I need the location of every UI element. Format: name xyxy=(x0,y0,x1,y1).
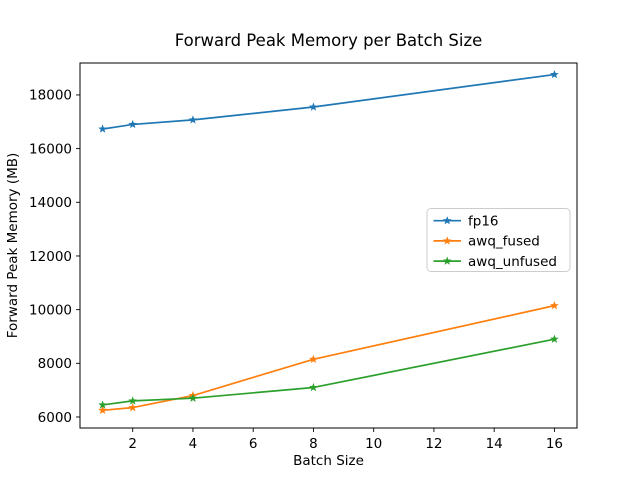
marker-awq_fused-x2 xyxy=(128,403,138,412)
y-axis-label: Forward Peak Memory (MB) xyxy=(5,153,21,339)
y-tick-label: 6000 xyxy=(38,410,72,426)
y-tick-label: 16000 xyxy=(29,141,72,157)
chart-title: Forward Peak Memory per Batch Size xyxy=(175,31,483,50)
y-tick-label: 18000 xyxy=(29,88,72,104)
legend-label-fp16: fp16 xyxy=(468,214,499,230)
x-tick-label: 2 xyxy=(128,436,137,452)
x-tick-label: 16 xyxy=(546,436,563,452)
legend-marker-awq_fused xyxy=(442,236,452,245)
y-tick-label: 14000 xyxy=(29,195,72,211)
marker-awq_unfused-x8 xyxy=(309,382,318,392)
x-tick-label: 4 xyxy=(189,436,198,452)
marker-awq_fused-x1 xyxy=(98,405,107,415)
series-line-awq_fused xyxy=(101,304,556,412)
legend-label-awq_fused: awq_fused xyxy=(468,234,540,250)
x-tick-label: 10 xyxy=(365,436,382,452)
legend-marker-fp16 xyxy=(442,216,452,225)
x-tick-label: 12 xyxy=(425,436,442,452)
x-tick-label: 14 xyxy=(486,436,503,452)
marker-fp16-x16 xyxy=(550,69,559,79)
series-line-fp16 xyxy=(101,73,556,130)
marker-awq_unfused-x1 xyxy=(98,400,107,409)
y-tick-label: 10000 xyxy=(29,302,72,318)
marker-fp16-x1 xyxy=(98,124,107,133)
marker-awq_unfused-x2 xyxy=(128,396,138,405)
legend-marker-awq_unfused xyxy=(442,256,452,265)
marker-fp16-x4 xyxy=(188,115,198,124)
legend-label-awq_unfused: awq_unfused xyxy=(468,254,557,270)
plot-frame xyxy=(79,62,578,429)
x-tick-label: 8 xyxy=(309,436,318,452)
marker-awq_fused-x16 xyxy=(550,301,559,310)
marker-fp16-x2 xyxy=(128,119,138,129)
y-tick-label: 12000 xyxy=(29,249,72,265)
legend-box xyxy=(426,208,571,272)
marker-awq_unfused-x16 xyxy=(550,334,559,343)
plot-area: 2 4 6 8 10 12 14 16 6000 8000 10000 12000 14000 16000… xyxy=(29,62,578,452)
marker-awq_fused-x8 xyxy=(309,354,318,364)
y-tick-label: 8000 xyxy=(38,356,72,372)
marker-awq_unfused-x4 xyxy=(188,393,198,402)
x-axis-label: Batch Size xyxy=(293,453,364,469)
marker-fp16-x8 xyxy=(309,102,318,111)
series-line-awq_unfused xyxy=(101,338,556,406)
x-tick-label: 6 xyxy=(249,436,258,452)
